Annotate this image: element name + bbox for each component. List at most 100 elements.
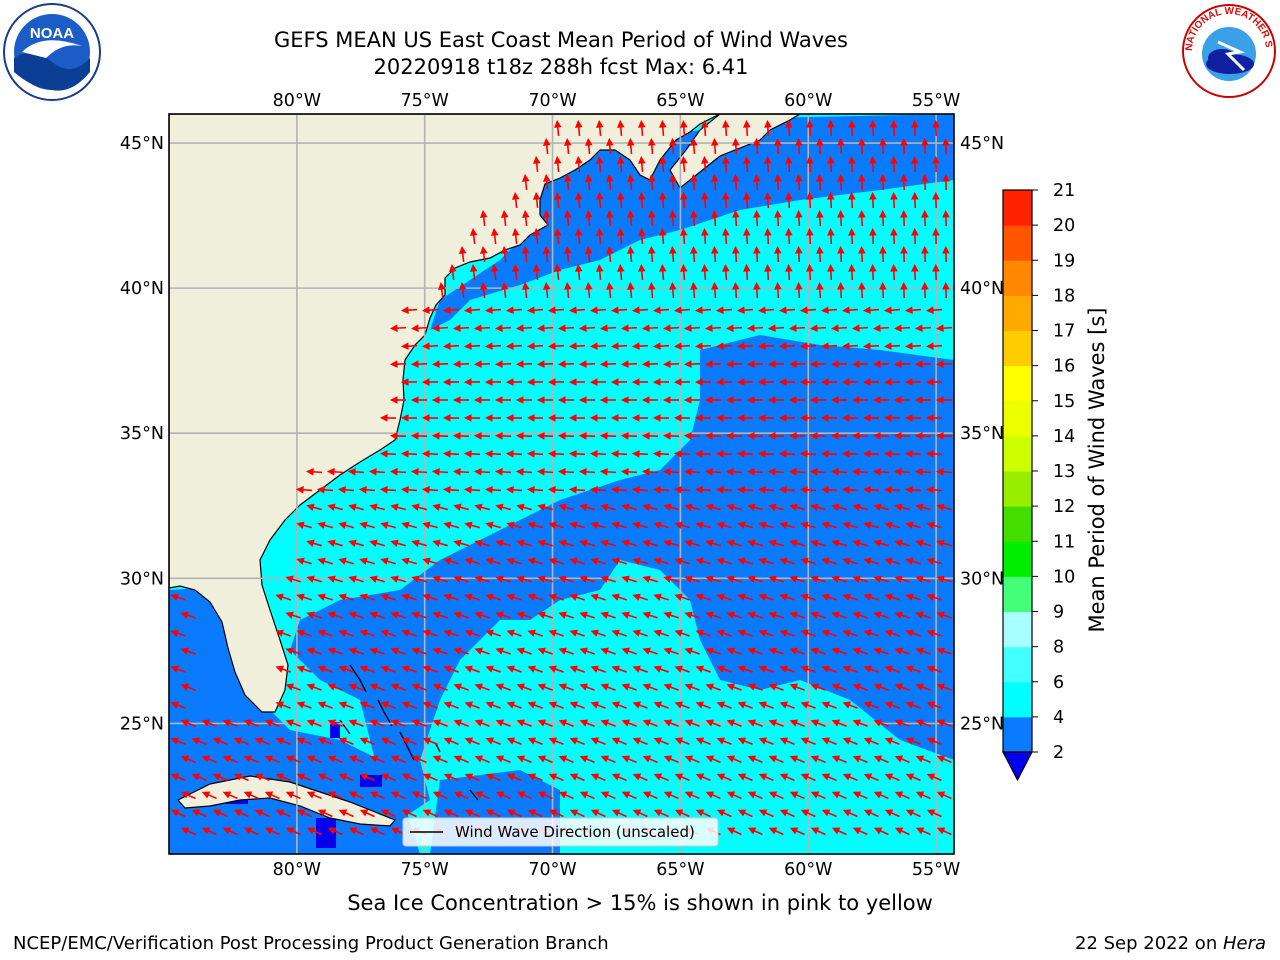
wave-arrow [338, 665, 354, 673]
wave-arrow [725, 324, 743, 332]
wave-arrow [359, 665, 375, 673]
wave-arrow [401, 701, 417, 709]
wave-arrow [663, 683, 679, 691]
wave-arrow [500, 281, 509, 299]
wave-arrow [915, 827, 931, 836]
wave-arrow [830, 432, 848, 440]
wave-arrow [359, 773, 375, 782]
wave-arrow [884, 557, 900, 565]
wave-arrow [558, 755, 574, 764]
wave-arrow [747, 755, 763, 764]
wave-arrow [695, 809, 711, 818]
wave-arrow [369, 791, 385, 800]
colorbar-segment [1003, 365, 1032, 402]
wave-arrow [863, 665, 879, 673]
wave-arrow [380, 665, 396, 673]
wave-arrow [574, 155, 583, 173]
wave-arrow [506, 521, 522, 529]
wave-arrow [674, 665, 690, 673]
wave-arrow [737, 809, 753, 818]
wave-arrow [648, 245, 656, 263]
wave-arrow [736, 450, 754, 458]
wave-arrow [820, 306, 838, 314]
wave-arrow [764, 119, 772, 137]
wave-arrow [768, 611, 784, 619]
colorbar-tick-label: 15 [1053, 392, 1075, 412]
wave-arrow [421, 450, 439, 458]
wave-arrow [511, 227, 520, 245]
wave-arrow [579, 719, 595, 727]
wave-arrow [758, 809, 774, 818]
wave-arrow [563, 209, 572, 227]
wave-arrow [568, 342, 586, 350]
wave-arrow [810, 611, 826, 619]
wave-arrow [915, 611, 931, 619]
wave-arrow [893, 432, 911, 440]
wave-arrow [747, 611, 763, 619]
wave-arrow [437, 281, 446, 299]
wave-arrow [900, 245, 908, 263]
wave-arrow [494, 396, 511, 404]
wave-arrow [852, 539, 868, 547]
wave-arrow [674, 809, 690, 818]
lon-tick-bottom: 75°W [401, 860, 449, 880]
wave-arrow [306, 539, 322, 547]
wave-arrow [936, 791, 952, 800]
wave-arrow [872, 324, 890, 332]
wave-arrow [642, 503, 658, 512]
wave-arrow [626, 209, 635, 227]
wave-arrow [722, 155, 730, 173]
wave-arrow [800, 809, 816, 818]
wave-arrow [621, 575, 637, 583]
wave-arrow [180, 611, 196, 619]
wave-arrow [774, 209, 782, 227]
wave-arrow [610, 342, 628, 350]
wave-arrow [767, 396, 784, 404]
wave-arrow [704, 432, 722, 440]
colorbar-segment [1003, 435, 1032, 472]
wave-arrow [673, 306, 691, 314]
wave-arrow [684, 683, 700, 691]
wave-arrow [453, 611, 469, 619]
wave-arrow [684, 791, 700, 800]
wave-arrow [821, 629, 837, 637]
wave-arrow [694, 486, 712, 494]
wave-arrow [900, 209, 908, 227]
wave-arrow [578, 432, 596, 440]
wave-arrow [515, 396, 532, 404]
wave-arrow [737, 701, 753, 709]
wave-arrow [884, 809, 900, 818]
wave-arrow [600, 503, 616, 512]
colorbar-tick-label: 8 [1053, 638, 1064, 658]
wave-arrow [820, 378, 838, 386]
wave-arrow [894, 575, 910, 583]
wave-arrow [348, 719, 364, 727]
wave-arrow [599, 360, 617, 368]
wave-arrow [900, 137, 908, 155]
wave-arrow [722, 191, 730, 209]
wave-arrow [380, 521, 396, 529]
land-bahamas [339, 664, 479, 801]
wave-arrow [359, 557, 375, 565]
wave-arrow [563, 281, 572, 299]
wave-arrow [421, 486, 439, 494]
wave-arrow [548, 557, 564, 565]
colorbar-segment [1003, 611, 1032, 648]
wave-arrow [569, 629, 585, 637]
wave-arrow [642, 647, 658, 655]
wave-arrow [264, 755, 280, 764]
wave-arrow [626, 173, 635, 191]
wave-arrow [641, 324, 659, 332]
wave-arrow [432, 647, 448, 655]
wave-arrow [926, 737, 942, 746]
wave-arrow [694, 378, 712, 386]
wave-arrow [747, 575, 763, 583]
wave-arrow [659, 191, 667, 209]
wave-arrow [820, 414, 838, 422]
wave-arrow [296, 701, 312, 709]
wave-arrow [432, 719, 448, 727]
footer-credit: NCEP/EMC/Verification Post Processing Pr… [13, 933, 609, 954]
wave-arrow [926, 593, 942, 601]
wave-arrow [831, 647, 847, 655]
wave-arrow [421, 342, 439, 350]
